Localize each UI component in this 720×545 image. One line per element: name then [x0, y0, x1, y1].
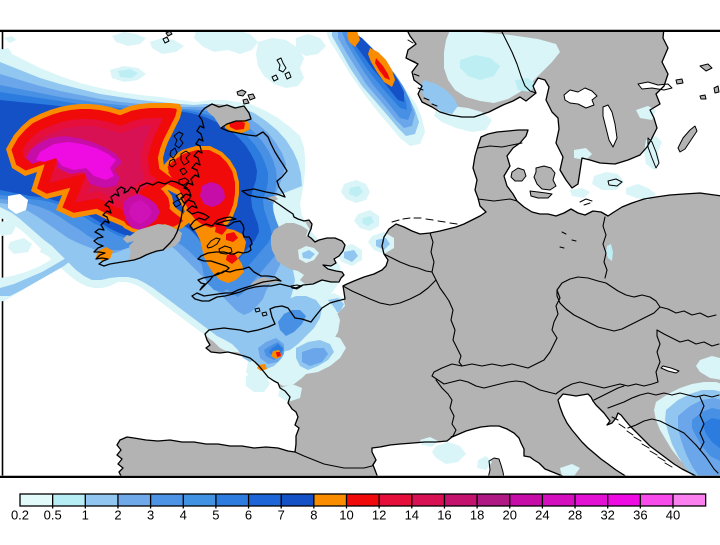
svg-text:8: 8: [310, 508, 317, 523]
svg-text:24: 24: [535, 508, 549, 523]
svg-text:6: 6: [245, 508, 252, 523]
svg-text:5: 5: [212, 508, 219, 523]
svg-text:0.5: 0.5: [44, 508, 62, 523]
svg-text:2: 2: [114, 508, 121, 523]
svg-text:14: 14: [405, 508, 419, 523]
svg-text:0.2: 0.2: [11, 508, 29, 523]
svg-text:12: 12: [372, 508, 386, 523]
svg-text:20: 20: [503, 508, 517, 523]
svg-text:16: 16: [437, 508, 451, 523]
svg-text:28: 28: [568, 508, 582, 523]
svg-text:18: 18: [470, 508, 484, 523]
svg-text:4: 4: [180, 508, 187, 523]
svg-text:10: 10: [339, 508, 353, 523]
svg-text:3: 3: [147, 508, 154, 523]
svg-text:7: 7: [278, 508, 285, 523]
svg-text:40: 40: [666, 508, 680, 523]
svg-text:36: 36: [633, 508, 647, 523]
svg-text:1: 1: [82, 508, 89, 523]
svg-text:32: 32: [600, 508, 614, 523]
